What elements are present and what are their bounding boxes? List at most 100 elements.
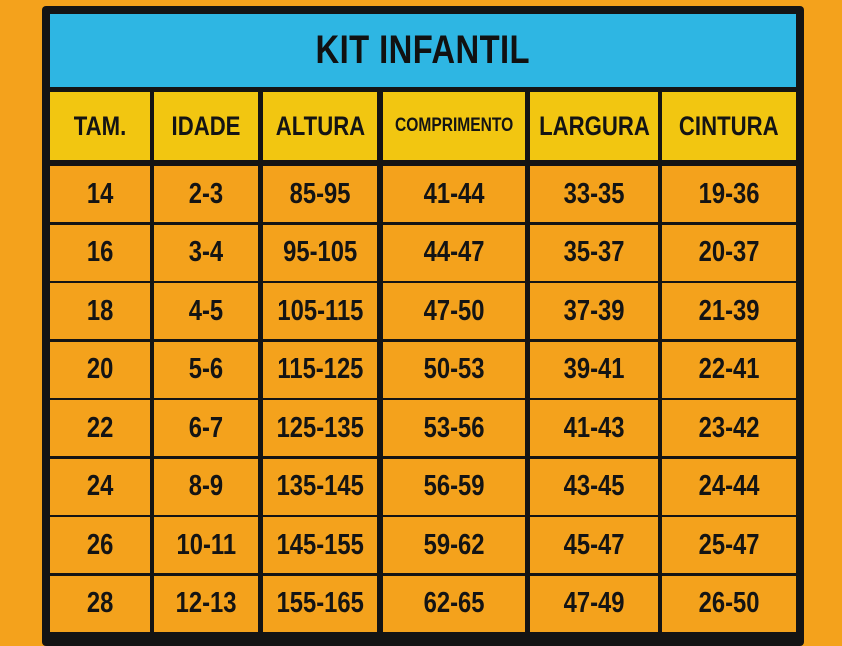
cell-value: 125-135 — [276, 411, 364, 444]
cell-value: 53-56 — [423, 411, 485, 444]
cell-altura: 145-155 — [263, 517, 377, 573]
header-comprimento: COMPRIMENTO — [383, 92, 525, 160]
header-label: COMPRIMENTO — [394, 115, 514, 136]
cell-value: 14 — [86, 177, 114, 210]
cell-value: 62-65 — [423, 587, 485, 619]
cell-idade: 5-6 — [154, 341, 258, 398]
cell-comprimento: 59-62 — [383, 517, 525, 573]
cell-cintura: 22-41 — [662, 341, 796, 398]
cell-value: 44-47 — [423, 236, 485, 268]
header-cintura: CINTURA — [662, 92, 796, 160]
cell-largura: 35-37 — [530, 224, 658, 281]
cell-idade: 4-5 — [154, 283, 258, 339]
cell-value: 41-44 — [423, 177, 485, 210]
cell-comprimento: 44-47 — [383, 224, 525, 281]
cell-value: 20-37 — [698, 236, 760, 268]
header-label: IDADE — [171, 110, 241, 141]
cell-idade: 6-7 — [154, 400, 258, 456]
cell-value: 145-155 — [276, 528, 364, 561]
cell-value: 33-35 — [563, 177, 625, 210]
cell-largura: 41-43 — [530, 400, 658, 456]
cell-altura: 105-115 — [263, 283, 377, 339]
cell-cintura: 23-42 — [662, 400, 796, 456]
header-idade: IDADE — [154, 92, 258, 160]
cell-value: 26-50 — [698, 587, 760, 619]
cell-value: 20 — [86, 353, 114, 385]
cell-comprimento: 56-59 — [383, 458, 525, 515]
cell-altura: 125-135 — [263, 400, 377, 456]
cell-value: 8-9 — [188, 470, 224, 502]
cell-tam: 14 — [50, 166, 150, 222]
cell-tam: 24 — [50, 458, 150, 515]
cell-idade: 3-4 — [154, 224, 258, 281]
cell-value: 24-44 — [698, 470, 760, 502]
cell-comprimento: 47-50 — [383, 283, 525, 339]
header-tam: TAM. — [50, 92, 150, 160]
cell-altura: 85-95 — [263, 166, 377, 222]
cell-value: 24 — [86, 470, 114, 502]
cell-tam: 26 — [50, 517, 150, 573]
cell-value: 22 — [86, 411, 114, 444]
cell-value: 135-145 — [276, 470, 364, 502]
cell-value: 2-3 — [188, 177, 224, 210]
cell-value: 21-39 — [698, 294, 760, 327]
header-label: ALTURA — [275, 110, 365, 141]
cell-tam: 18 — [50, 283, 150, 339]
cell-value: 6-7 — [188, 411, 224, 444]
cell-tam: 16 — [50, 224, 150, 281]
cell-value: 25-47 — [698, 528, 760, 561]
cell-value: 16 — [86, 236, 114, 268]
title-bar: KIT INFANTIL — [50, 14, 796, 87]
cell-value: 18 — [86, 294, 114, 327]
cell-cintura: 25-47 — [662, 517, 796, 573]
cell-value: 3-4 — [188, 236, 224, 268]
cell-value: 47-50 — [423, 294, 485, 327]
cell-comprimento: 53-56 — [383, 400, 525, 456]
cell-tam: 28 — [50, 575, 150, 632]
cell-value: 37-39 — [563, 294, 625, 327]
cell-cintura: 19-36 — [662, 166, 796, 222]
cell-largura: 33-35 — [530, 166, 658, 222]
cell-value: 41-43 — [563, 411, 625, 444]
cell-comprimento: 41-44 — [383, 166, 525, 222]
cell-value: 39-41 — [563, 353, 625, 385]
cell-largura: 47-49 — [530, 575, 658, 632]
cell-value: 26 — [86, 528, 114, 561]
header-altura: ALTURA — [263, 92, 377, 160]
cell-value: 43-45 — [563, 470, 625, 502]
cell-tam: 22 — [50, 400, 150, 456]
cell-value: 155-165 — [276, 587, 364, 619]
header-label: CINTURA — [679, 110, 779, 141]
header-label: LARGURA — [538, 110, 650, 141]
cell-value: 23-42 — [698, 411, 760, 444]
cell-idade: 10-11 — [154, 517, 258, 573]
cell-altura: 135-145 — [263, 458, 377, 515]
cell-largura: 43-45 — [530, 458, 658, 515]
cell-value: 115-125 — [277, 353, 363, 385]
cell-cintura: 21-39 — [662, 283, 796, 339]
header-largura: LARGURA — [530, 92, 658, 160]
cell-value: 5-6 — [188, 353, 224, 385]
cell-tam: 20 — [50, 341, 150, 398]
cell-value: 95-105 — [282, 236, 358, 268]
cell-value: 10-11 — [176, 528, 236, 561]
cell-value: 19-36 — [698, 177, 760, 210]
cell-largura: 45-47 — [530, 517, 658, 573]
cell-comprimento: 50-53 — [383, 341, 525, 398]
cell-comprimento: 62-65 — [383, 575, 525, 632]
cell-cintura: 20-37 — [662, 224, 796, 281]
cell-cintura: 26-50 — [662, 575, 796, 632]
cell-altura: 115-125 — [263, 341, 377, 398]
cell-value: 4-5 — [188, 294, 224, 327]
cell-value: 45-47 — [563, 528, 625, 561]
header-label: TAM. — [73, 110, 127, 141]
cell-largura: 37-39 — [530, 283, 658, 339]
table-title: KIT INFANTIL — [315, 28, 531, 72]
cell-idade: 8-9 — [154, 458, 258, 515]
cell-value: 85-95 — [289, 177, 351, 210]
cell-value: 12-13 — [175, 587, 237, 619]
cell-largura: 39-41 — [530, 341, 658, 398]
cell-altura: 155-165 — [263, 575, 377, 632]
cell-value: 59-62 — [423, 528, 485, 561]
cell-value: 22-41 — [698, 353, 760, 385]
